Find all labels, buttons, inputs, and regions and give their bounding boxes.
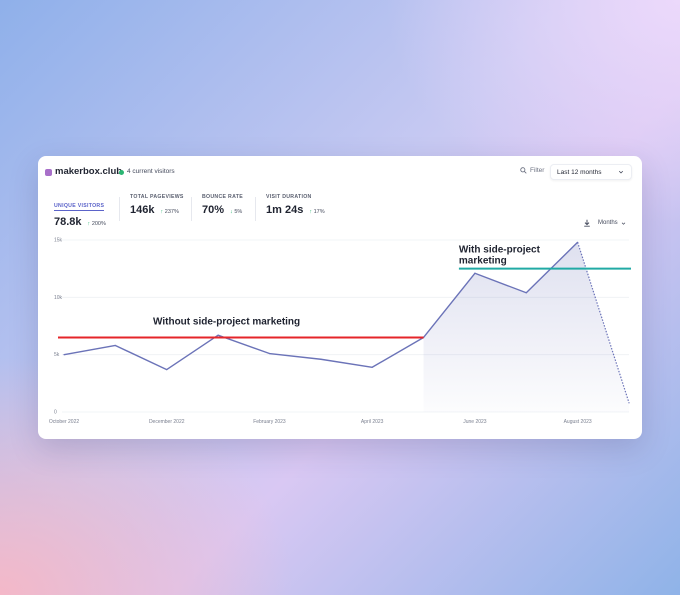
x-tick-label: October 2022 — [49, 419, 80, 425]
metric-label: TOTAL PAGEVIEWS — [130, 194, 184, 200]
y-tick-label: 0 — [54, 410, 57, 416]
data-point — [217, 334, 219, 336]
data-point — [114, 344, 116, 347]
interval-select[interactable]: Months — [598, 220, 626, 226]
date-range-label: Last 12 months — [557, 168, 602, 176]
annotation-label: Without side-project marketing — [153, 316, 300, 327]
metric-value: 70% — [202, 204, 225, 216]
metric-change-value: 237% — [164, 209, 179, 215]
metric-value: 78.8k — [54, 216, 82, 228]
data-point — [577, 241, 579, 243]
filter-label: Filter — [530, 167, 545, 174]
metric-change: ↑ 200% — [88, 221, 106, 227]
x-tick-label: June 2023 — [463, 419, 487, 425]
x-tick-label: February 2023 — [253, 419, 286, 425]
arrow-up-icon: ↑ — [309, 209, 313, 215]
site-favicon-icon — [45, 169, 52, 176]
metric-change-value: 5% — [234, 209, 243, 215]
y-tick-label: 10k — [54, 295, 63, 301]
data-point — [63, 354, 65, 356]
metric-divider — [255, 197, 256, 221]
metric-change: ↑ 17% — [309, 209, 324, 215]
metric-change: ↓ 5% — [230, 209, 242, 215]
metric-label: UNIQUE VISITORS — [54, 203, 105, 211]
metrics-row: UNIQUE VISITORS 78.8k ↑ 200% TOTAL PAGEV… — [38, 194, 642, 228]
interval-label: Months — [598, 220, 618, 226]
live-dot-icon — [119, 170, 124, 175]
metric-total-pageviews[interactable]: TOTAL PAGEVIEWS 146k ↑ 237% — [130, 194, 184, 222]
data-point — [268, 352, 271, 355]
data-point — [371, 366, 373, 368]
area-fill — [423, 242, 629, 412]
metric-visit-duration[interactable]: VISIT DURATION 1m 24s ↑ 17% — [266, 194, 325, 222]
metric-value: 146k — [130, 204, 155, 216]
metric-change-value: 17% — [313, 209, 325, 215]
metric-label: VISIT DURATION — [266, 194, 312, 200]
filter-button[interactable]: Filter — [520, 167, 544, 174]
annotation-label: With side-project — [459, 245, 541, 256]
metric-value: 1m 24s — [266, 204, 304, 216]
metric-divider — [191, 197, 192, 221]
y-tick-label: 5k — [54, 352, 60, 358]
y-tick-label: 15k — [54, 238, 63, 244]
analytics-card: makerbox.club 4 current visitors Filter … — [38, 156, 642, 439]
x-tick-label: December 2022 — [149, 419, 185, 425]
search-icon — [520, 167, 527, 174]
arrow-up-icon: ↑ — [160, 209, 164, 215]
annotation-label: marketing — [459, 256, 507, 267]
site-name[interactable]: makerbox.club — [55, 166, 123, 177]
top-bar: makerbox.club 4 current visitors Filter … — [38, 156, 642, 190]
data-point — [628, 402, 630, 404]
date-range-select[interactable]: Last 12 months — [550, 164, 632, 180]
x-tick-label: April 2023 — [361, 419, 384, 425]
data-point — [474, 272, 476, 274]
data-point — [320, 358, 322, 360]
metric-bounce-rate[interactable]: BOUNCE RATE 70% ↓ 5% — [202, 194, 243, 222]
data-point — [166, 368, 168, 371]
metric-change-value: 200% — [91, 221, 106, 227]
chevron-down-icon — [621, 222, 625, 225]
arrow-up-icon: ↑ — [87, 221, 91, 227]
metric-unique-visitors[interactable]: UNIQUE VISITORS 78.8k ↑ 200% — [54, 194, 106, 228]
visitors-chart: Without side-project marketing With side-… — [49, 238, 631, 425]
download-icon[interactable] — [583, 219, 591, 227]
current-visitors[interactable]: 4 current visitors — [127, 168, 175, 175]
data-point — [525, 292, 527, 294]
x-tick-label: August 2023 — [564, 419, 592, 425]
arrow-down-icon: ↓ — [230, 209, 233, 215]
chevron-down-icon — [618, 170, 624, 174]
metric-label: BOUNCE RATE — [202, 194, 243, 200]
metric-change: ↑ 237% — [160, 209, 178, 215]
metric-divider — [119, 197, 120, 221]
